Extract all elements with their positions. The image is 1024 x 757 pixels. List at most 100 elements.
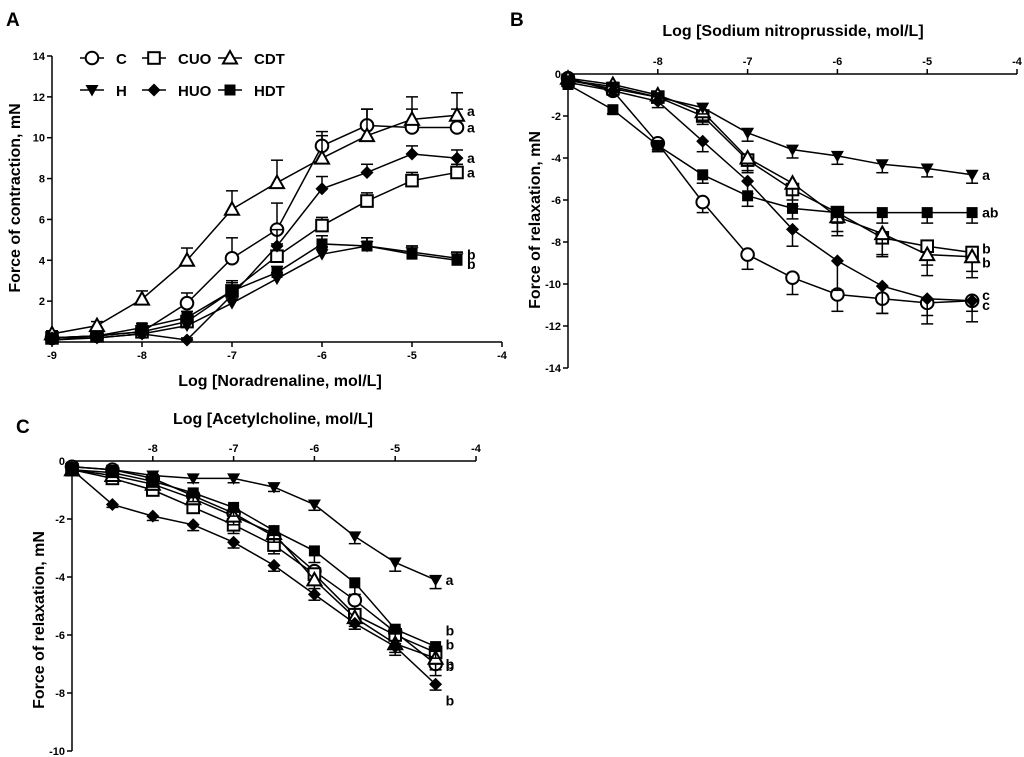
data-point-hdt bbox=[607, 104, 619, 116]
data-point-huo bbox=[315, 182, 329, 196]
chart-c-y-tick-label: -6 bbox=[55, 630, 65, 642]
data-point-cdt bbox=[873, 224, 892, 241]
data-point-h bbox=[267, 482, 281, 494]
chart-b-y-tick-label: -14 bbox=[545, 363, 562, 375]
data-point-cuo bbox=[360, 194, 374, 208]
data-point-hdt bbox=[406, 248, 418, 260]
series-line-cuo bbox=[51, 171, 458, 339]
data-point-cdt bbox=[783, 174, 802, 190]
data-point-hdt bbox=[228, 501, 240, 513]
data-point-h bbox=[741, 127, 755, 140]
data-point-h bbox=[186, 473, 200, 485]
legend-marker-hdt bbox=[224, 84, 236, 96]
significance-label-h: b bbox=[467, 256, 476, 272]
chart-a-x-tick-label: -5 bbox=[407, 350, 417, 362]
data-point-hdt bbox=[349, 577, 361, 589]
data-point-cdt bbox=[738, 148, 757, 165]
significance-label-huo: b bbox=[446, 692, 455, 708]
panel-letter-c: C bbox=[16, 417, 30, 438]
series-hdt: b bbox=[46, 235, 476, 344]
chart-b-y-tick-label: -12 bbox=[545, 321, 561, 333]
data-point-huo bbox=[307, 587, 321, 601]
data-point-hdt bbox=[451, 254, 463, 266]
chart-b-y-tick-label: 0 bbox=[555, 69, 561, 81]
data-point-cdt bbox=[268, 173, 286, 190]
data-point-huo bbox=[180, 333, 194, 347]
data-point-hdt bbox=[831, 207, 843, 219]
data-point-huo bbox=[270, 239, 284, 253]
chart-b-y-tick-label: -8 bbox=[551, 237, 561, 249]
data-point-hdt bbox=[697, 169, 709, 181]
legend-label-cuo: CUO bbox=[178, 51, 212, 68]
chart-b-y-tick-label: -2 bbox=[551, 111, 561, 123]
legend-marker-cuo bbox=[147, 51, 161, 65]
chart-c-y-tick-label: -8 bbox=[55, 688, 65, 700]
data-point-h bbox=[830, 150, 844, 163]
series-hdt: ab bbox=[562, 79, 998, 224]
chart-c-x-tick-label: -6 bbox=[310, 443, 320, 455]
data-point-cdt bbox=[448, 106, 466, 122]
data-point-hdt bbox=[226, 285, 238, 297]
legend-marker-c bbox=[84, 50, 100, 66]
series-line-c bbox=[567, 77, 973, 304]
series-huo: c bbox=[561, 75, 990, 325]
chart-b-y-tick-label: -6 bbox=[551, 195, 561, 207]
legend-label-hdt: HDT bbox=[254, 83, 285, 100]
chart-c-y-tick-label: -10 bbox=[49, 746, 65, 757]
significance-label-cuo: b bbox=[446, 636, 455, 652]
chart-a-x-tick-label: -7 bbox=[227, 350, 237, 362]
data-point-cdt bbox=[918, 245, 936, 262]
legend-marker-cdt bbox=[221, 48, 239, 65]
chart-c-x-axis-title: Log [Acetylcholine, mol/L] bbox=[173, 411, 373, 428]
panel-letter-b: B bbox=[510, 10, 524, 31]
significance-label-c: a bbox=[467, 120, 475, 136]
chart-b-x-tick-label: -6 bbox=[833, 56, 843, 68]
data-point-c bbox=[179, 295, 195, 311]
series-line-huo bbox=[567, 81, 973, 302]
significance-label-hdt: ab bbox=[982, 205, 998, 221]
chart-a-y-tick-label: 12 bbox=[33, 92, 45, 104]
significance-label-h: a bbox=[446, 572, 454, 588]
data-point-huo bbox=[741, 174, 755, 188]
significance-label-cuo: a bbox=[467, 164, 475, 180]
data-point-hdt bbox=[46, 332, 58, 344]
significance-label-cdt: a bbox=[467, 103, 475, 119]
chart-a-y-tick-label: 2 bbox=[39, 296, 45, 308]
data-point-hdt bbox=[787, 202, 798, 214]
series-line-hdt bbox=[71, 468, 436, 648]
chart-b-y-tick-label: -4 bbox=[551, 153, 562, 165]
series-line-cdt bbox=[71, 468, 436, 659]
data-point-huo bbox=[450, 151, 464, 165]
chart-c-x-tick-label: -8 bbox=[148, 443, 158, 455]
chart-a-x-tick-label: -6 bbox=[317, 350, 327, 362]
chart-a-y-tick-label: 10 bbox=[33, 133, 45, 145]
chart-c-x-tick-label: -5 bbox=[390, 443, 400, 455]
legend-label-c: C bbox=[116, 51, 127, 68]
data-point-hdt bbox=[742, 190, 754, 202]
chart-a-y-tick-label: 6 bbox=[39, 214, 45, 226]
series-c: a bbox=[44, 108, 475, 346]
legend-marker-h bbox=[85, 85, 99, 97]
data-point-h bbox=[307, 499, 321, 511]
chart-a-x-tick-label: -4 bbox=[497, 350, 508, 362]
series-line-cuo bbox=[71, 468, 436, 654]
data-point-c bbox=[449, 120, 465, 135]
chart-c-y-axis-title: Force of relaxation, mN bbox=[31, 531, 48, 709]
data-point-huo bbox=[830, 254, 844, 268]
data-point-cuo bbox=[405, 173, 419, 188]
legend: C CUO CDT H HUO HDT bbox=[80, 48, 285, 100]
data-point-hdt bbox=[136, 322, 148, 334]
series-line-huo bbox=[71, 469, 437, 685]
data-point-huo bbox=[965, 294, 979, 308]
data-point-c bbox=[347, 592, 363, 608]
chart-c-y-tick-label: 0 bbox=[59, 456, 65, 468]
significance-label-huo: a bbox=[467, 150, 475, 166]
series-c: c bbox=[560, 70, 990, 317]
panel-letter-a: A bbox=[6, 10, 20, 31]
chart-a-x-axis-title: Log [Noradrenaline, mol/L] bbox=[178, 373, 382, 390]
data-point-h bbox=[920, 163, 934, 175]
